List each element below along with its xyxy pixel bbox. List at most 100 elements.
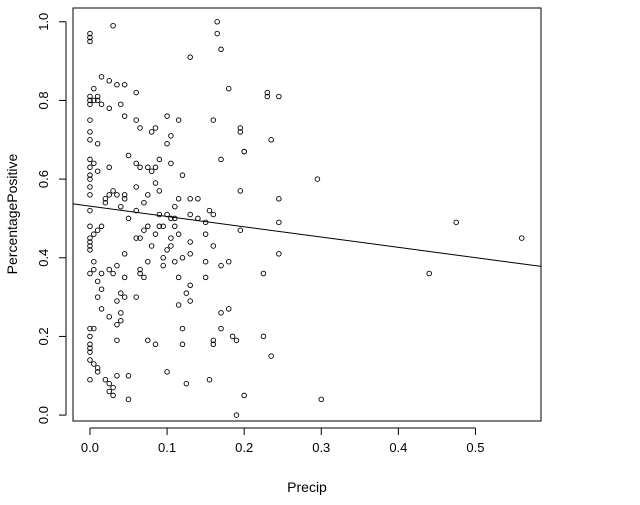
data-point [87,325,93,332]
data-point [125,152,132,159]
data-point [152,231,159,237]
data-point [168,133,174,139]
data-point [145,258,151,265]
data-point [202,274,209,281]
data-point [175,231,182,237]
data-point [118,203,124,210]
data-point [141,227,147,233]
data-point [87,333,93,340]
data-point [237,125,244,131]
data-point [87,235,93,241]
data-point [91,258,97,265]
data-point [87,117,93,123]
data-point [133,160,139,167]
data-point [118,101,124,108]
data-point [218,156,224,163]
data-point [87,376,93,383]
data-point [137,266,143,273]
data-point [183,380,190,387]
data-point [106,105,112,112]
data-point [172,258,178,265]
data-point [148,129,155,135]
data-point [206,376,213,383]
data-point [187,54,193,60]
regression-line [72,203,542,267]
data-point [137,125,143,131]
data-point [133,294,139,300]
data-point [141,274,147,281]
data-point [87,270,93,277]
data-point [233,412,240,418]
data-point [210,341,217,348]
data-point [121,251,128,257]
data-point [156,188,163,194]
data-point [102,196,109,202]
data-point [87,192,93,198]
data-point [276,196,282,202]
data-point [237,129,244,135]
data-point [87,357,93,363]
data-point [210,243,217,249]
data-point [202,258,209,265]
data-point [164,247,170,253]
data-point [187,298,193,304]
data-point [152,341,159,348]
data-point [125,396,132,403]
data-point [137,164,143,171]
y-tick-label: 0.0 [36,406,51,424]
data-point [87,164,93,171]
data-point [164,140,170,147]
data-point [179,325,186,332]
data-point [91,361,97,367]
data-point [91,231,97,237]
data-point [125,215,132,222]
data-point [114,373,120,379]
data-point [237,227,244,233]
data-point [98,101,105,108]
data-point [87,239,93,245]
data-point [168,243,174,249]
data-point [133,117,139,123]
data-point [160,223,166,230]
data-point [168,215,174,222]
data-point [91,160,97,167]
data-point [179,172,186,178]
data-point [91,85,97,92]
data-point [195,196,201,202]
data-point [268,137,274,143]
data-point [175,302,182,308]
x-tick-label: 0.0 [81,440,99,455]
data-point [237,188,244,194]
data-point [114,192,120,198]
data-points [87,19,525,418]
data-point [110,392,116,399]
data-point [145,223,151,230]
plot-frame [72,7,542,422]
data-point [260,333,267,340]
data-point [106,388,112,395]
data-point [218,310,224,316]
data-point [98,74,105,80]
data-point [229,333,236,340]
data-point [121,196,128,202]
data-point [183,290,190,296]
data-point [148,168,155,174]
data-point [187,196,193,202]
data-point [175,274,182,281]
data-point [94,168,101,174]
data-point [118,290,124,296]
data-point [94,227,101,233]
data-point [94,294,101,300]
data-point [94,278,101,285]
data-point [110,188,116,194]
data-point [87,349,93,355]
data-point [187,211,193,218]
data-point [137,270,143,277]
data-point [87,243,93,249]
data-point [187,239,193,245]
data-point [114,262,120,269]
data-point [114,321,120,328]
data-point [98,286,105,292]
data-point [314,176,321,182]
data-point [125,373,132,379]
